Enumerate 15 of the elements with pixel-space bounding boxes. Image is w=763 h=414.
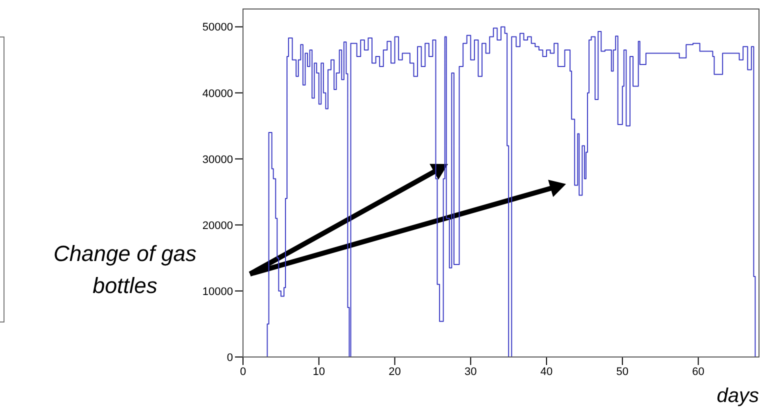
x-tick-label: 30 bbox=[464, 366, 477, 378]
y-tick-label: 20000 bbox=[202, 220, 233, 232]
y-tick-label: 0 bbox=[226, 352, 233, 364]
x-axis-title: days bbox=[716, 385, 759, 408]
text: Change of gas bottles bbox=[53, 241, 197, 298]
x-tick-label: 40 bbox=[540, 366, 553, 378]
y-tick-label: 40000 bbox=[202, 88, 233, 100]
y-tick-label: 30000 bbox=[202, 154, 233, 166]
x-tick-label: 60 bbox=[692, 366, 704, 378]
y-tick-label: 50000 bbox=[202, 22, 233, 34]
x-tick-label: 20 bbox=[388, 366, 401, 378]
x-tick-label: 50 bbox=[616, 366, 629, 378]
x-tick-label: 10 bbox=[312, 366, 326, 378]
y-tick-label: 10000 bbox=[202, 286, 233, 298]
x-tick-label: 0 bbox=[240, 366, 246, 378]
